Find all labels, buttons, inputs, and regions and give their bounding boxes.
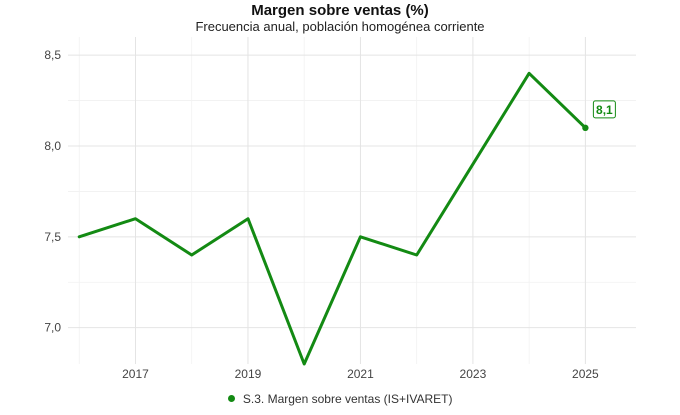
y-tick-label: 8,0 [44,139,61,153]
annotation-label: 8,1 [596,103,613,117]
series-layer [77,71,587,366]
x-tick-label: 2019 [235,367,262,381]
axes: 7,0 7,5 8,0 8,5 2017 2019 2021 2023 2025 [44,48,599,381]
legend-swatch [227,395,235,403]
x-tick-label: 2025 [572,367,599,381]
annotations: 8,1 [582,100,616,132]
chart-title: Margen sobre ventas (%) [251,2,429,19]
last-point-marker [582,124,589,132]
chart-subtitle: Frecuencia anual, población homogénea co… [195,19,485,34]
annotation-box [592,100,616,119]
y-tick-label: 8,5 [44,48,61,62]
series-line [77,71,587,366]
grid [68,37,636,364]
legend: S.3. Margen sobre ventas (IS+IVARET) [0,392,680,406]
x-tick-label: 2021 [347,367,374,381]
y-tick-label: 7,5 [44,230,61,244]
x-tick-label: 2023 [460,367,487,381]
y-tick-label: 7,0 [44,321,61,335]
legend-label: S.3. Margen sobre ventas (IS+IVARET) [242,392,453,406]
x-tick-label: 2017 [122,367,149,381]
